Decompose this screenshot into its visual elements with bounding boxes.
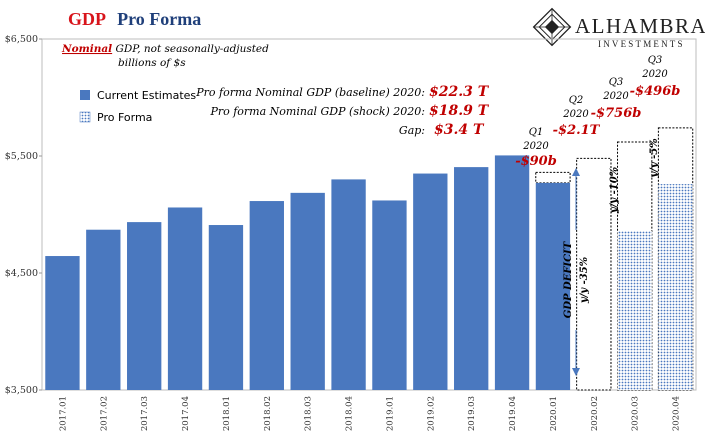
q3-year: 2020 <box>602 91 629 102</box>
bar-current <box>86 229 121 390</box>
y-tick-label: $6,500 <box>5 34 38 45</box>
bar-proforma <box>576 157 612 391</box>
q1-year: 2020 <box>522 141 549 152</box>
bar-current <box>454 167 489 390</box>
x-tick-label: 2017.01 <box>58 396 68 431</box>
x-tick-label: 2018.03 <box>304 396 314 431</box>
bar-current <box>45 256 80 390</box>
bar-current <box>167 207 203 390</box>
subtitle-rest: GDP, not seasonally-adjusted <box>112 43 269 55</box>
y-tick-label: $3,500 <box>5 385 38 396</box>
yy35-label: y/y -35% <box>579 256 590 304</box>
x-tick-label: 2018.04 <box>345 396 355 431</box>
note-baseline-label: Pro forma Nominal GDP (baseline) 2020: <box>195 86 425 99</box>
q3-label: Q3 <box>609 77 624 88</box>
legend-swatch-proforma <box>79 111 91 123</box>
q3-value: -$756b <box>591 106 642 121</box>
bar-current <box>208 225 244 390</box>
deficit-arrow-icon <box>572 168 580 376</box>
bar-current <box>127 222 162 390</box>
x-tick-label: 2017.04 <box>181 396 191 431</box>
y-axis: $3,500 $4,500 $5,500 $6,500 <box>5 34 42 396</box>
bar-current <box>577 326 611 390</box>
bar-current <box>249 201 284 390</box>
x-tick-label: 2020.01 <box>549 396 559 431</box>
x-tick-label: 2018.01 <box>222 396 232 431</box>
x-tick-label: 2017.03 <box>140 396 150 431</box>
x-tick-label: 2018.02 <box>263 396 273 431</box>
note-gap-value: $3.4 T <box>434 122 485 138</box>
title-part2: Pro Forma <box>117 9 201 29</box>
x-tick-label: 2020.03 <box>631 396 641 431</box>
bar-current <box>617 230 652 390</box>
logo-name: ALHAMBRA <box>575 14 705 38</box>
x-axis: 2017.01 2017.02 2017.03 2017.04 2018.01 2018.… <box>58 396 681 431</box>
chart-title: GDP Pro Forma <box>68 9 201 29</box>
q4-label: Q3 <box>648 55 663 66</box>
q2-label: Q2 <box>569 95 584 106</box>
q4-year: 2020 <box>641 69 668 80</box>
x-tick-label: 2020.02 <box>590 396 600 431</box>
legend-swatch-current <box>80 90 90 100</box>
subtitle-lead: Nominal <box>61 43 112 55</box>
note-shock-value: $18.9 T <box>429 103 490 119</box>
alhambra-logo-icon <box>532 7 572 47</box>
bar-current <box>494 155 530 390</box>
note-baseline-value: $22.3 T <box>429 84 490 100</box>
bar-current <box>535 182 571 390</box>
x-tick-label: 2020.04 <box>672 396 682 431</box>
deficit-label: GDP DEFICIT <box>563 240 574 318</box>
q2-value: -$2.1T <box>553 123 601 138</box>
subtitle-line2: billions of $s <box>118 57 186 69</box>
plot-border <box>41 38 697 391</box>
x-tick-label: 2019.01 <box>385 396 395 431</box>
yy10-label: y/y -10% <box>609 166 620 214</box>
bar-proforma <box>535 171 571 184</box>
note-gap-label: Gap: <box>399 124 425 137</box>
bar-current <box>658 184 693 390</box>
x-tick-label: 2019.03 <box>467 396 477 431</box>
q4-value: -$496b <box>630 84 681 99</box>
logo-sub: INVESTMENTS <box>598 39 685 49</box>
q1-value: -$90b <box>515 154 557 169</box>
x-tick-label: 2017.02 <box>99 396 109 431</box>
y-tick-label: $4,500 <box>5 268 38 279</box>
subtitle-line1: Nominal GDP, not seasonally-adjusted <box>61 43 269 55</box>
bars-group <box>45 127 694 391</box>
note-shock-label: Pro forma Nominal GDP (shock) 2020: <box>209 105 425 118</box>
bar-current <box>372 200 407 390</box>
q2-year: 2020 <box>562 109 589 120</box>
q1-label: Q1 <box>529 127 544 138</box>
bar-current <box>290 192 325 390</box>
title-part1: GDP <box>68 9 106 29</box>
legend-current: Current Estimates <box>97 89 196 102</box>
y-tick-label: $5,500 <box>5 151 38 162</box>
bar-current <box>331 179 366 390</box>
yy5-label: y/y -5% <box>649 138 660 179</box>
x-tick-label: 2019.04 <box>508 396 518 431</box>
bar-current <box>413 173 448 390</box>
legend-proforma: Pro Forma <box>97 111 152 124</box>
x-tick-label: 2019.02 <box>426 396 436 431</box>
